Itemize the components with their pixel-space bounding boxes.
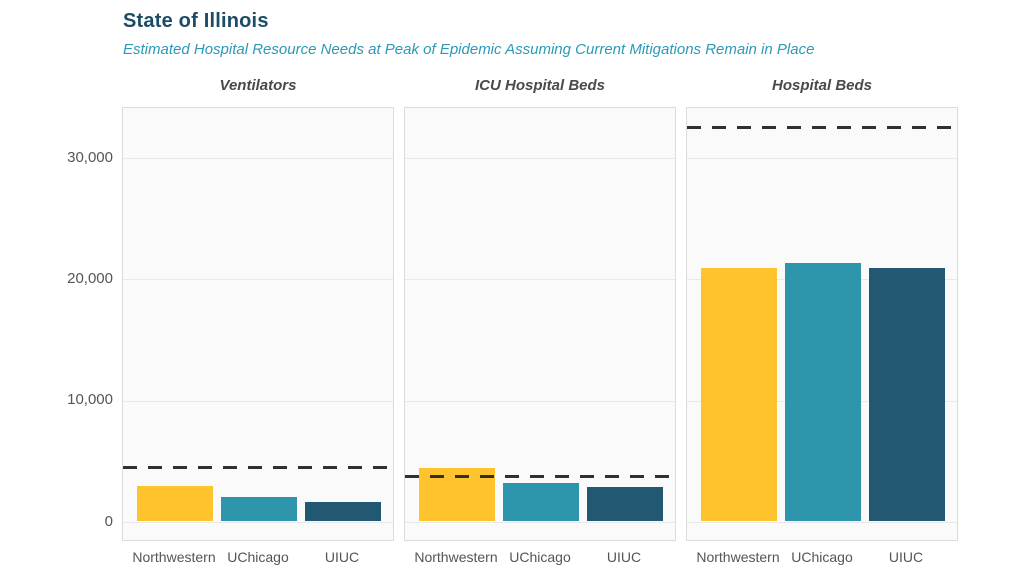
bar-ventilators-uchicago — [221, 497, 297, 521]
gridline — [123, 158, 393, 160]
capacity-dashed-line-icu — [405, 474, 675, 478]
x-label-ventilators-uiuc: UIUC — [324, 549, 360, 565]
bar-icu-uchicago — [503, 482, 579, 521]
x-label-icu-northwestern: Northwestern — [414, 549, 498, 565]
x-label-icu-uchicago: UChicago — [509, 549, 571, 565]
gridline — [687, 158, 957, 160]
panel-icu-beds — [404, 107, 676, 541]
y-axis-tick-30000: 30,000 — [67, 148, 113, 166]
chart-subtitle: Estimated Hospital Resource Needs at Pea… — [123, 41, 815, 58]
panel-title-icu-beds: ICU Hospital Beds — [474, 77, 606, 94]
panel-title-hospital-beds: Hospital Beds — [771, 77, 873, 94]
y-axis-tick-10000: 10,000 — [67, 391, 113, 409]
x-label-ventilators-northwestern: Northwestern — [132, 549, 216, 565]
panel-hospital-beds — [686, 107, 958, 541]
panel-title-ventilators: Ventilators — [219, 77, 297, 94]
y-axis-tick-20000: 20,000 — [67, 269, 113, 287]
gridline — [405, 158, 675, 160]
bar-hospital-uiuc — [869, 267, 945, 521]
gridline — [405, 522, 675, 523]
gridline — [123, 279, 393, 281]
x-label-hospital-northwestern: Northwestern — [696, 549, 780, 565]
capacity-dashed-line-hospital — [687, 125, 957, 129]
x-label-ventilators-uchicago: UChicago — [227, 549, 289, 565]
gridline — [123, 400, 393, 402]
bar-hospital-uchicago — [785, 263, 861, 521]
chart-title: State of Illinois — [123, 10, 269, 32]
x-label-hospital-uchicago: UChicago — [791, 549, 853, 565]
x-label-icu-uiuc: UIUC — [606, 549, 642, 565]
gridline — [123, 522, 393, 523]
bar-icu-uiuc — [587, 487, 663, 521]
capacity-dashed-line-ventilators — [123, 465, 393, 469]
gridline — [687, 522, 957, 523]
bar-ventilators-uiuc — [305, 502, 381, 521]
x-label-hospital-uiuc: UIUC — [888, 549, 924, 565]
gridline — [405, 400, 675, 402]
y-axis-tick-0: 0 — [104, 512, 113, 530]
panel-ventilators — [122, 107, 394, 541]
bar-ventilators-northwestern — [137, 486, 213, 521]
gridline — [405, 279, 675, 281]
bar-hospital-northwestern — [701, 267, 777, 521]
